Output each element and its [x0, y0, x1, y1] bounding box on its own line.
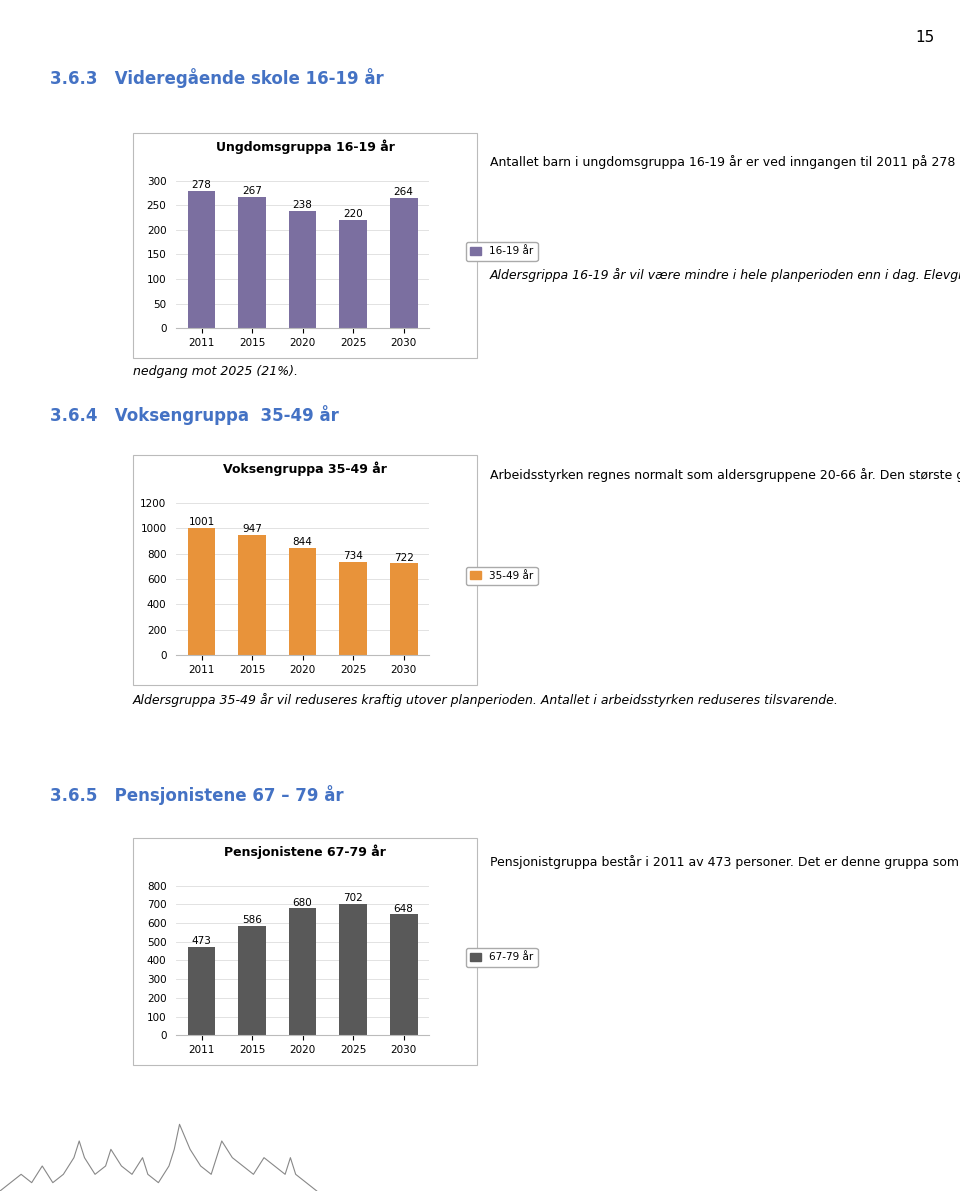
Bar	[238, 197, 266, 329]
Text: nedgang mot 2025 (21%).: nedgang mot 2025 (21%).	[133, 364, 298, 378]
Text: 586: 586	[242, 915, 262, 925]
Bar	[289, 548, 317, 655]
Bar	[289, 908, 317, 1035]
Legend: 67-79 år: 67-79 år	[467, 948, 538, 967]
Text: 680: 680	[293, 898, 312, 908]
Bar	[339, 220, 367, 329]
Legend: 16-19 år: 16-19 år	[467, 242, 538, 261]
Text: 3.6.3   Videregående skole 16-19 år: 3.6.3 Videregående skole 16-19 år	[50, 68, 384, 88]
Text: 267: 267	[242, 186, 262, 195]
Bar	[289, 211, 317, 329]
Bar	[390, 913, 418, 1035]
Text: 3.6.4   Voksengruppa  35-49 år: 3.6.4 Voksengruppa 35-49 år	[50, 405, 339, 425]
Bar	[238, 925, 266, 1035]
Text: Voksengruppa 35-49 år: Voksengruppa 35-49 år	[223, 461, 387, 475]
Bar	[339, 904, 367, 1035]
Bar	[188, 947, 215, 1035]
Bar	[339, 562, 367, 655]
Text: 15: 15	[916, 30, 935, 45]
Text: Aldersgrippa 16-19 år vil være mindre i hele planperioden enn i dag. Elevgrunnla: Aldersgrippa 16-19 år vil være mindre i …	[490, 268, 960, 282]
Bar	[188, 528, 215, 655]
Text: Ungdomsgruppa 16-19 år: Ungdomsgruppa 16-19 år	[216, 139, 395, 154]
Bar	[188, 192, 215, 329]
Bar	[238, 535, 266, 655]
Text: 3.6.5   Pensjonistene 67 – 79 år: 3.6.5 Pensjonistene 67 – 79 år	[50, 785, 344, 805]
Text: 278: 278	[192, 181, 211, 191]
Text: 722: 722	[394, 553, 414, 563]
Text: Antallet barn i ungdomsgruppa 16-19 år er ved inngangen til 2011 på 278 personer: Antallet barn i ungdomsgruppa 16-19 år e…	[490, 155, 960, 169]
Text: 220: 220	[344, 208, 363, 219]
Text: 734: 734	[343, 551, 363, 561]
Bar	[390, 199, 418, 329]
Bar	[390, 563, 418, 655]
Text: Aldersgruppa 35-49 år vil reduseres kraftig utover planperioden. Antallet i arbe: Aldersgruppa 35-49 år vil reduseres kraf…	[133, 693, 839, 707]
Text: Arbeidsstyrken regnes normalt som aldersgruppene 20-66 år. Den største gruppa in: Arbeidsstyrken regnes normalt som alders…	[490, 468, 960, 482]
Text: 238: 238	[293, 200, 313, 210]
Text: 702: 702	[344, 893, 363, 904]
Text: 844: 844	[293, 537, 313, 548]
Text: Pensjonistgruppa består i 2011 av 473 personer. Det er denne gruppa som øker mes: Pensjonistgruppa består i 2011 av 473 pe…	[490, 855, 960, 869]
Text: 264: 264	[394, 187, 414, 198]
Text: 947: 947	[242, 524, 262, 535]
Text: 473: 473	[192, 936, 211, 946]
Text: 648: 648	[394, 904, 414, 913]
Legend: 35-49 år: 35-49 år	[467, 567, 538, 585]
Text: Pensjonistene 67-79 år: Pensjonistene 67-79 år	[224, 844, 386, 859]
Text: 1001: 1001	[188, 517, 215, 528]
